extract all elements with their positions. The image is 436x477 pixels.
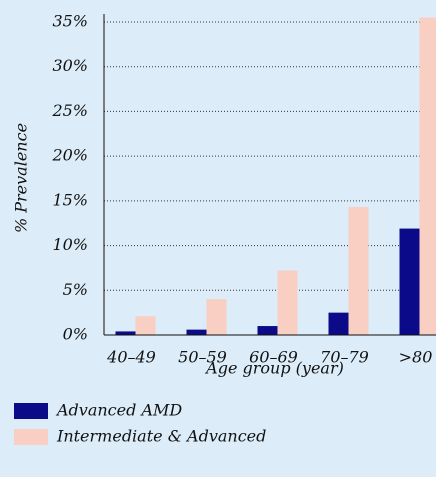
y-axis-label: % Prevalence bbox=[12, 123, 31, 233]
y-tick-label: 5% bbox=[63, 280, 88, 299]
x-axis-label: Age group (year) bbox=[204, 359, 344, 378]
x-tick-label: 50–59 bbox=[178, 348, 227, 367]
bar bbox=[115, 331, 136, 335]
x-tick-label: >80 bbox=[399, 348, 433, 367]
y-tick-label: 25% bbox=[51, 101, 88, 120]
bar bbox=[328, 312, 349, 335]
bar bbox=[186, 329, 207, 335]
y-tick-label: 35% bbox=[52, 12, 88, 31]
y-tick-label: 0% bbox=[63, 325, 88, 344]
x-tick-label: 70–79 bbox=[320, 348, 369, 367]
legend-swatch bbox=[14, 429, 48, 445]
bar bbox=[277, 270, 298, 335]
bar bbox=[206, 299, 227, 335]
x-tick-label: 40–49 bbox=[106, 348, 156, 367]
bar bbox=[135, 316, 156, 335]
bar bbox=[419, 17, 436, 336]
bar bbox=[348, 207, 369, 335]
legend-label: Intermediate & Advanced bbox=[56, 427, 266, 446]
legend-swatch bbox=[14, 403, 48, 419]
x-tick-label: 60–69 bbox=[249, 348, 298, 367]
y-tick-label: 20% bbox=[51, 146, 88, 165]
y-tick-label: 10% bbox=[52, 235, 88, 254]
legend-label: Advanced AMD bbox=[55, 401, 182, 420]
bar bbox=[399, 228, 420, 335]
y-tick-label: 15% bbox=[52, 190, 88, 209]
bar bbox=[257, 326, 278, 335]
y-tick-label: 30% bbox=[52, 56, 88, 75]
